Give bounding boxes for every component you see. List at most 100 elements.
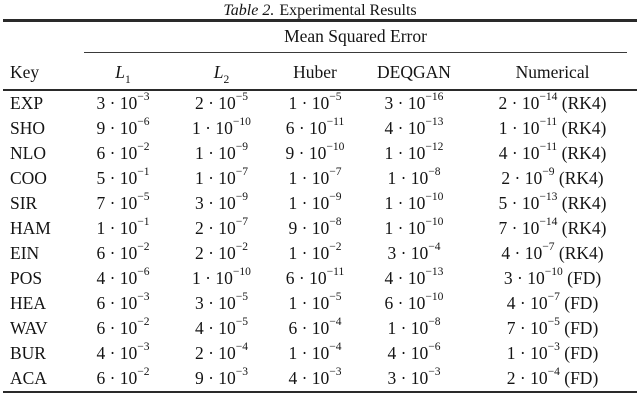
results-table-body: EXP 3 · 10−3 2 · 10−5 1 · 10−5 3 · 10−16 2 · … (3, 90, 638, 393)
group-header-spacer (3, 22, 73, 53)
table-row-bur: BUR 4 · 10−3 2 · 10−4 1 · 10−4 4 · 10−6 1 · 1… (3, 341, 637, 366)
value-cell: 2 · 10−4 (FD) (468, 365, 638, 393)
table-row-wav: WAV 6 · 10−2 4 · 10−5 6 · 10−4 1 · 10−8 7 · 1… (3, 316, 637, 341)
value-cell: 1 · 10−5 (288, 290, 342, 313)
row-key: HAM (10, 217, 51, 238)
value-cell: 9 · 10−8 (288, 215, 342, 238)
column-header-l1: L1 (73, 52, 173, 91)
value-cell: 9 · 10−3 (173, 365, 270, 393)
value-cell: 2 · 10−4 (194, 340, 249, 363)
value-cell: 5 · 10−13 (RK4) (498, 190, 607, 213)
value-cell: 1 · 10−1 (96, 215, 150, 238)
row-key: SHO (10, 117, 46, 138)
value-cell: 4 · 10−7 (FD) (506, 290, 599, 313)
row-key: WAV (10, 317, 48, 338)
value-cell: 2 · 10−14 (RK4) (498, 90, 607, 113)
value-cell: 1 · 10−10 (384, 190, 444, 213)
value-cell: 1 · 10−11 (RK4) (498, 115, 607, 138)
table-caption-number: Table 2. (223, 2, 275, 19)
value-cell: 1 · 10−2 (288, 240, 342, 263)
value-cell: 3 · 10−3 (360, 365, 468, 393)
row-key: EXP (10, 92, 44, 113)
value-cell: 2 · 10−2 (194, 240, 249, 263)
value-cell: 5 · 10−1 (96, 165, 150, 188)
value-cell: 6 · 10−4 (288, 315, 342, 338)
value-cell: 9 · 10−10 (285, 140, 345, 163)
group-header-row: Mean Squared Error (3, 22, 637, 53)
value-cell: 4 · 10−13 (384, 115, 444, 138)
column-header-deqgan: DEQGAN (360, 52, 468, 91)
value-cell: 4 · 10−6 (96, 265, 150, 288)
value-cell: 1 · 10−9 (194, 140, 249, 163)
value-cell: 1 · 10−12 (384, 140, 444, 163)
table-row-nlo: NLO 6 · 10−2 1 · 10−9 9 · 10−10 1 · 10−12 4 ·… (3, 141, 637, 166)
table-caption-text: Experimental Results (279, 2, 417, 19)
value-cell: 1 · 10−10 (192, 265, 251, 288)
value-cell: 3 · 10−16 (384, 90, 444, 113)
value-cell: 4 · 10−7 (RK4) (501, 240, 604, 263)
value-cell: 3 · 10−3 (96, 90, 150, 113)
top-rule (3, 19, 637, 22)
row-key: SIR (10, 192, 38, 213)
row-key: COO (10, 167, 47, 188)
column-header-key: Key (3, 52, 73, 91)
value-cell: 4 · 10−3 (96, 340, 150, 363)
value-cell: 1 · 10−7 (194, 165, 249, 188)
value-cell: 2 · 10−5 (194, 90, 249, 113)
value-cell: 4 · 10−11 (RK4) (498, 140, 607, 163)
value-cell: 6 · 10−11 (285, 115, 345, 138)
value-cell: 4 · 10−6 (387, 340, 441, 363)
value-cell: 6 · 10−10 (384, 290, 444, 313)
value-cell: 6 · 10−11 (285, 265, 345, 288)
column-header-row: Key L1 L2 Huber DEQGAN Numerical (3, 52, 638, 91)
row-key: ACA (3, 365, 73, 393)
value-cell: 1 · 10−10 (192, 115, 251, 138)
value-cell: 6 · 10−2 (73, 365, 173, 393)
value-cell: 3 · 10−4 (387, 240, 441, 263)
group-header-cell: Mean Squared Error (73, 22, 637, 53)
value-cell: 1 · 10−8 (387, 165, 441, 188)
value-cell: 3 · 10−5 (194, 290, 249, 313)
value-cell: 1 · 10−5 (288, 90, 342, 113)
value-cell: 1 · 10−10 (384, 215, 444, 238)
value-cell: 1 · 10−7 (288, 165, 342, 188)
group-header-mse: Mean Squared Error (84, 27, 628, 53)
column-header-huber: Huber (270, 52, 360, 91)
table-row-coo: COO 5 · 10−1 1 · 10−7 1 · 10−7 1 · 10−8 2 · 1… (3, 166, 637, 191)
value-cell: 6 · 10−2 (96, 315, 150, 338)
value-cell: 4 · 10−3 (270, 365, 360, 393)
column-header-l2: L2 (173, 52, 270, 91)
column-header-numerical: Numerical (468, 52, 638, 91)
row-key: NLO (10, 142, 46, 163)
value-cell: 3 · 10−10 (FD) (503, 265, 602, 288)
value-cell: 7 · 10−5 (96, 190, 150, 213)
value-cell: 1 · 10−3 (FD) (506, 340, 599, 363)
row-key: HEA (10, 292, 46, 313)
table-row-aca: ACA 6 · 10−2 9 · 10−3 4 · 10−3 3 · 10−3 2 · 1… (3, 365, 638, 393)
table-row-ein: EIN 6 · 10−2 2 · 10−2 1 · 10−2 3 · 10−4 4 · 1… (3, 241, 637, 266)
value-cell: 9 · 10−6 (96, 115, 150, 138)
value-cell: 7 · 10−5 (FD) (506, 315, 599, 338)
value-cell: 4 · 10−13 (384, 265, 444, 288)
results-table: Mean Squared Error Key L1 L2 Huber DEQGAN Num… (3, 22, 638, 393)
value-cell: 6 · 10−2 (96, 240, 150, 263)
value-cell: 4 · 10−5 (194, 315, 249, 338)
value-cell: 7 · 10−14 (RK4) (498, 215, 607, 238)
value-cell: 1 · 10−9 (288, 190, 342, 213)
table-row-sir: SIR 7 · 10−5 3 · 10−9 1 · 10−9 1 · 10−10 5 · … (3, 191, 637, 216)
value-cell: 6 · 10−2 (96, 140, 150, 163)
value-cell: 3 · 10−9 (194, 190, 249, 213)
row-key: EIN (10, 242, 40, 263)
table-row-exp: EXP 3 · 10−3 2 · 10−5 1 · 10−5 3 · 10−16 2 · … (3, 90, 637, 116)
value-cell: 2 · 10−7 (194, 215, 249, 238)
row-key: BUR (10, 342, 46, 363)
value-cell: 1 · 10−8 (387, 315, 441, 338)
table-row-sho: SHO 9 · 10−6 1 · 10−10 6 · 10−11 4 · 10−13 1 … (3, 116, 637, 141)
table-caption: Table 2. Experimental Results (0, 0, 640, 19)
value-cell: 2 · 10−9 (RK4) (501, 165, 604, 188)
value-cell: 1 · 10−4 (288, 340, 342, 363)
table-row-pos: POS 4 · 10−6 1 · 10−10 6 · 10−11 4 · 10−13 3 … (3, 266, 637, 291)
table-row-hea: HEA 6 · 10−3 3 · 10−5 1 · 10−5 6 · 10−10 4 · … (3, 291, 637, 316)
row-key: POS (10, 267, 43, 288)
